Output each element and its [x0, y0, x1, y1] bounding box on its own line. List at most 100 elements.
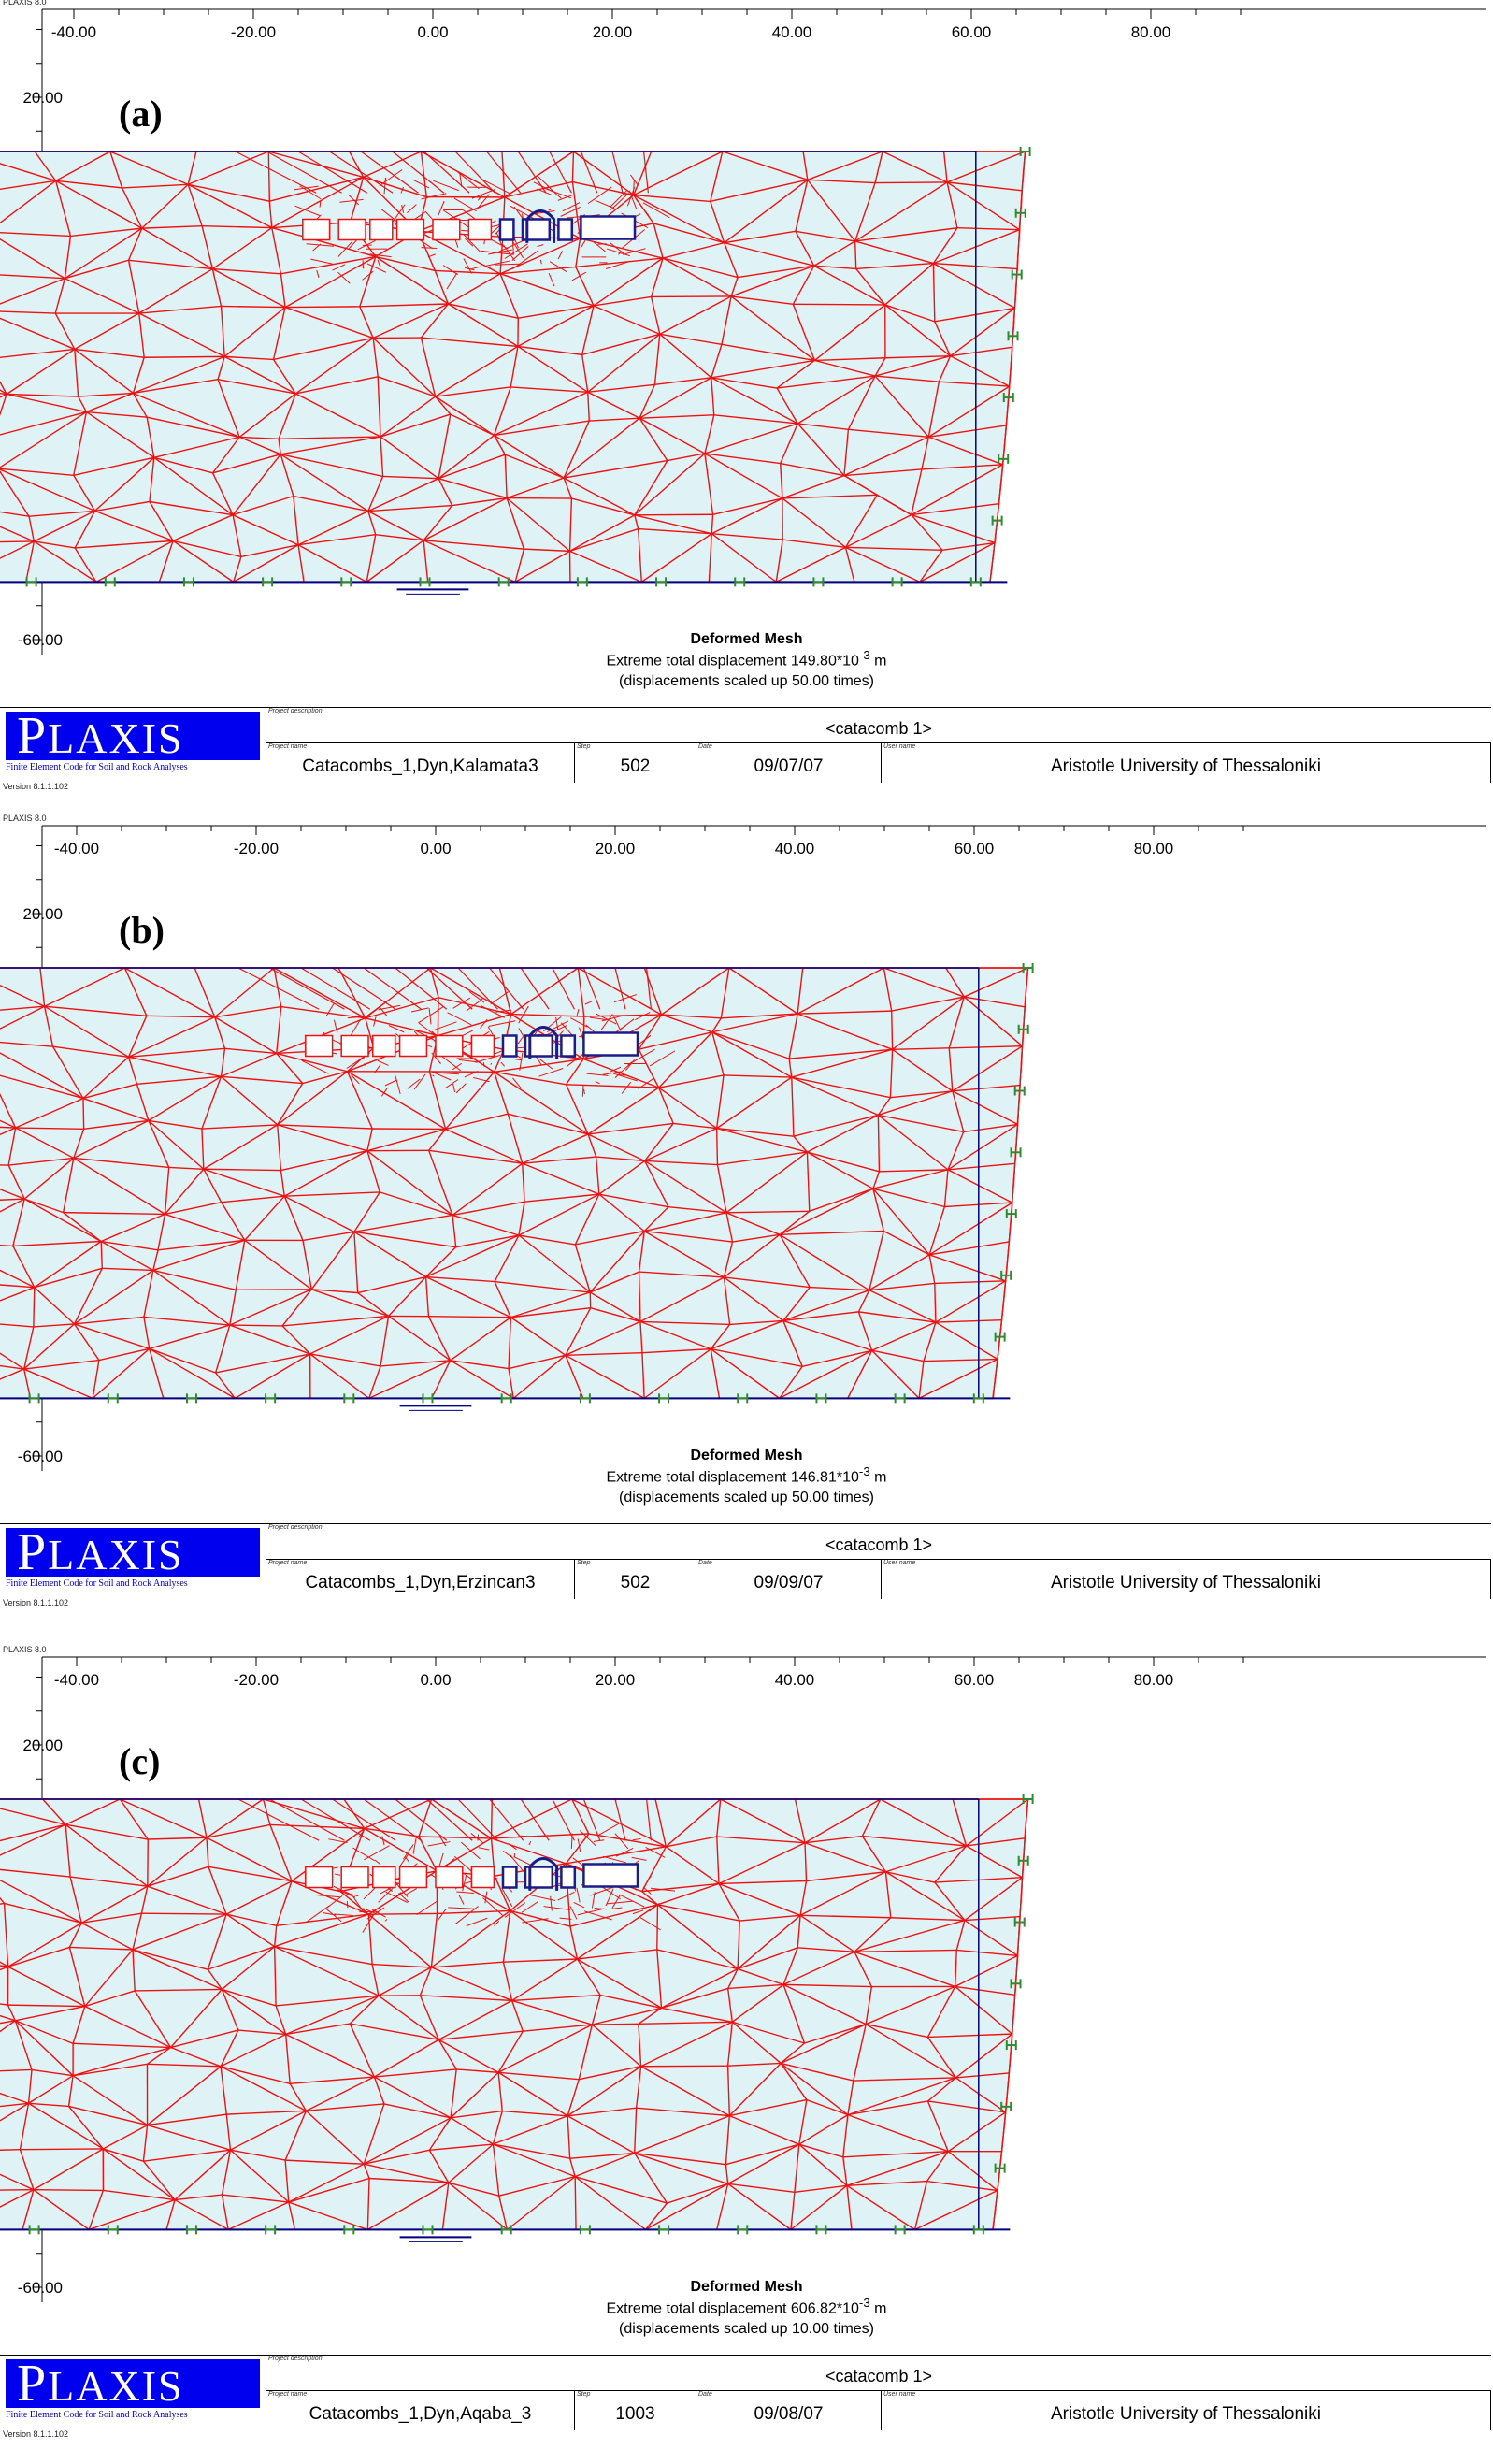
project-description: <catacomb 1> — [266, 719, 1491, 739]
opening — [503, 1867, 516, 1888]
step-value: 1003 — [575, 2404, 696, 2425]
opening — [436, 1867, 463, 1888]
name-cell: Project name Catacombs_1,Dyn,Erzincan3 — [266, 1560, 574, 1599]
opening — [471, 1867, 494, 1888]
opening — [500, 220, 513, 240]
title-block: PLAXIS Finite Element Code for Soil and … — [0, 2355, 1491, 2430]
opening — [400, 1867, 427, 1888]
displacement-exponent: -3 — [859, 2296, 870, 2310]
displacement-unit: m — [870, 653, 887, 669]
x-tick-label: 60.00 — [955, 840, 995, 857]
mesh-edge — [652, 296, 731, 297]
plaxis-logo: PLAXIS — [6, 712, 260, 760]
mesh-edge — [635, 514, 713, 515]
project-description: <catacomb 1> — [266, 1535, 1491, 1555]
x-tick-label: -40.00 — [54, 840, 99, 857]
project-name: Catacombs_1,Dyn,Kalamata3 — [266, 756, 574, 777]
plaxis-panel-a: PLAXIS 8.0 -60.00-40.00-20.000.0020.0040… — [0, 0, 1493, 816]
opening — [436, 1036, 463, 1057]
date-value: 09/09/07 — [696, 1573, 881, 1593]
mesh-plot: -60.00-40.00-20.000.0020.0040.0060.0080.… — [0, 816, 1493, 1527]
description-cell: Project description <catacomb 1> — [266, 2356, 1491, 2391]
date-value: 09/07/07 — [696, 756, 881, 777]
caption: Deformed Mesh Extreme total displacement… — [0, 631, 1493, 690]
user-cell: User name Aristotle University of Thessa… — [881, 1560, 1491, 1599]
user-cell: User name Aristotle University of Thessa… — [881, 743, 1491, 783]
opening — [341, 1867, 368, 1888]
refined-edge — [478, 1835, 479, 1841]
x-tick-label: 80.00 — [1134, 1671, 1174, 1689]
mesh-edge — [641, 2066, 728, 2067]
logo-tagline: Finite Element Code for Soil and Rock An… — [6, 762, 188, 772]
date-label: Date — [698, 743, 712, 750]
displacement-text: Extreme total displacement 149.80*10 — [606, 653, 858, 669]
x-tick-label: -20.00 — [231, 23, 276, 41]
opening — [561, 1867, 574, 1888]
step-cell: Step 502 — [574, 743, 696, 783]
soil-domain — [0, 151, 1026, 582]
step-cell: Step 502 — [574, 1560, 696, 1599]
version-footer: Version 8.1.1.102 — [3, 782, 68, 791]
opening — [397, 220, 424, 240]
x-tick-label: -20.00 — [234, 840, 279, 857]
displacement-text: Extreme total displacement 146.81*10 — [606, 1469, 858, 1485]
displacement-text: Extreme total displacement 606.82*10 — [606, 2300, 858, 2316]
mesh-edge — [717, 1129, 718, 1165]
description-cell: Project description <catacomb 1> — [266, 1524, 1491, 1560]
logo-rest: LAXIS — [48, 1531, 183, 1578]
name-label: Project name — [268, 1560, 307, 1566]
logo-first: P — [17, 707, 48, 765]
mesh-edge — [793, 304, 884, 305]
opening — [400, 1036, 427, 1057]
user-label: User name — [883, 743, 915, 750]
mesh-edge — [657, 1905, 658, 1950]
caption-title: Deformed Mesh — [0, 1448, 1493, 1464]
title-block: PLAXIS Finite Element Code for Soil and … — [0, 1523, 1491, 1599]
step-value: 502 — [575, 1573, 696, 1593]
x-tick-label: 80.00 — [1134, 840, 1174, 857]
step-value: 502 — [575, 756, 696, 777]
opening — [583, 1865, 638, 1887]
mesh-edge — [83, 1099, 84, 1130]
user-name: Aristotle University of Thessaloniki — [882, 756, 1490, 777]
mesh-edge — [34, 1288, 35, 1327]
panel-label: (c) — [119, 1739, 160, 1783]
project-description: <catacomb 1> — [266, 2367, 1491, 2386]
x-tick-label: -40.00 — [51, 23, 96, 41]
mesh-edge — [141, 1913, 226, 1914]
mesh-plot: -60.00-40.00-20.000.0020.0040.0060.0080.… — [0, 0, 1493, 711]
logo-tagline: Finite Element Code for Soil and Rock An… — [6, 1578, 188, 1589]
mesh-edge — [268, 151, 269, 201]
x-tick-label: 0.00 — [417, 23, 448, 41]
displacement-exponent: -3 — [859, 1464, 870, 1478]
displacement-exponent: -3 — [859, 648, 870, 662]
x-tick-label: 20.00 — [593, 23, 633, 41]
step-label: Step — [577, 1560, 590, 1566]
mesh-edge — [592, 2024, 639, 2025]
logo-rest: LAXIS — [48, 714, 183, 762]
refined-edge — [597, 244, 606, 245]
version-footer: Version 8.1.1.102 — [3, 2429, 68, 2439]
user-name: Aristotle University of Thessaloniki — [882, 1573, 1490, 1593]
name-cell: Project name Catacombs_1,Dyn,Aqaba_3 — [266, 2391, 574, 2430]
logo-rest: LAXIS — [48, 2362, 183, 2410]
mesh-edge — [492, 1799, 493, 1838]
date-cell: Date 09/07/07 — [696, 743, 881, 783]
opening — [341, 1036, 368, 1057]
x-tick-label: 60.00 — [955, 1671, 995, 1689]
mesh-edge — [575, 2177, 576, 2230]
y-tick-label: 20.00 — [22, 905, 63, 923]
y-tick-label: 20.00 — [22, 89, 63, 107]
refined-edge — [347, 1901, 348, 1908]
user-name: Aristotle University of Thessaloniki — [882, 2404, 1490, 2425]
scale-text: (displacements scaled up 50.00 times) — [0, 673, 1493, 690]
mesh-edge — [892, 1011, 893, 1049]
description-label: Project description — [268, 708, 323, 714]
panel-label: (b) — [119, 908, 165, 952]
name-cell: Project name Catacombs_1,Dyn,Kalamata3 — [266, 743, 574, 783]
opening — [373, 1867, 395, 1888]
soil-domain — [0, 1799, 1028, 2229]
description-label: Project description — [268, 1524, 323, 1531]
plaxis-logo: PLAXIS — [6, 1528, 260, 1577]
step-label: Step — [577, 2391, 590, 2398]
